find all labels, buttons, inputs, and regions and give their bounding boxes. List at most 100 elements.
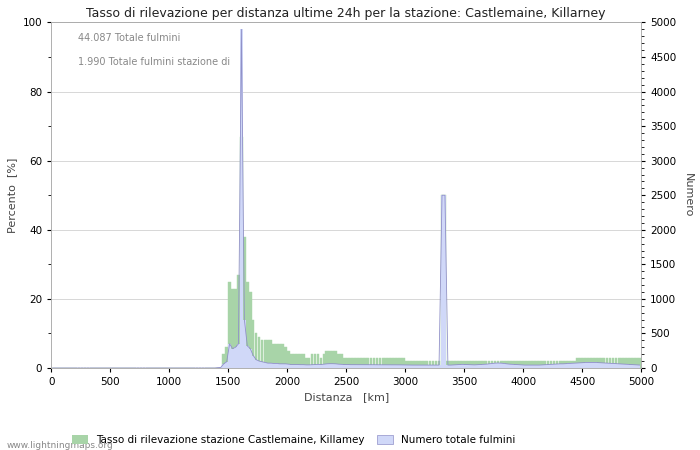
Bar <box>526 361 528 368</box>
Bar <box>626 358 629 368</box>
Bar <box>225 347 228 368</box>
Bar <box>514 361 517 368</box>
Bar <box>591 358 594 368</box>
Bar <box>364 358 367 368</box>
Bar <box>588 358 591 368</box>
Bar <box>279 344 281 368</box>
Bar <box>311 354 314 368</box>
Bar <box>316 354 319 368</box>
Bar <box>248 292 251 368</box>
Bar <box>556 361 559 368</box>
Bar <box>538 361 540 368</box>
Bar <box>482 361 484 368</box>
Bar <box>632 358 635 368</box>
Bar <box>508 361 511 368</box>
Bar <box>564 361 567 368</box>
Text: www.lightningmaps.org: www.lightningmaps.org <box>7 441 113 450</box>
Bar <box>314 354 316 368</box>
Bar <box>423 361 426 368</box>
Bar <box>391 358 393 368</box>
Bar <box>559 361 561 368</box>
Bar <box>609 358 611 368</box>
Bar <box>335 351 337 368</box>
Bar <box>337 354 340 368</box>
Bar <box>615 358 617 368</box>
Bar <box>379 358 382 368</box>
Bar <box>517 361 520 368</box>
Bar <box>544 361 547 368</box>
Bar <box>520 361 523 368</box>
Bar <box>263 340 266 368</box>
Bar <box>299 354 302 368</box>
Bar <box>624 358 626 368</box>
Bar <box>568 361 570 368</box>
Bar <box>435 361 438 368</box>
Bar <box>452 361 455 368</box>
X-axis label: Distanza   [km]: Distanza [km] <box>304 392 389 403</box>
Bar <box>346 358 349 368</box>
Bar <box>414 361 416 368</box>
Bar <box>617 358 620 368</box>
Bar <box>405 361 408 368</box>
Bar <box>372 358 375 368</box>
Bar <box>620 358 623 368</box>
Bar <box>485 361 487 368</box>
Bar <box>547 361 550 368</box>
Bar <box>361 358 363 368</box>
Bar <box>594 358 596 368</box>
Bar <box>255 333 258 368</box>
Bar <box>287 351 290 368</box>
Bar <box>426 361 428 368</box>
Bar <box>408 361 411 368</box>
Text: 44.087 Totale fulmini: 44.087 Totale fulmini <box>78 33 180 43</box>
Bar <box>532 361 535 368</box>
Bar <box>470 361 473 368</box>
Bar <box>270 340 272 368</box>
Bar <box>597 358 600 368</box>
Bar <box>479 361 482 368</box>
Bar <box>573 361 576 368</box>
Bar <box>399 358 402 368</box>
Bar <box>606 358 608 368</box>
Bar <box>612 358 615 368</box>
Bar <box>444 195 446 368</box>
Bar <box>411 361 414 368</box>
Bar <box>328 351 331 368</box>
Bar <box>491 361 494 368</box>
Bar <box>467 361 470 368</box>
Bar <box>428 361 431 368</box>
Bar <box>579 358 582 368</box>
Bar <box>505 361 508 368</box>
Bar <box>267 340 270 368</box>
Bar <box>240 136 243 368</box>
Bar <box>449 361 452 368</box>
Bar <box>440 195 443 368</box>
Bar <box>635 358 638 368</box>
Bar <box>308 358 311 368</box>
Bar <box>243 237 246 368</box>
Bar <box>638 358 641 368</box>
Bar <box>352 358 355 368</box>
Bar <box>476 361 479 368</box>
Bar <box>458 361 461 368</box>
Bar <box>355 358 358 368</box>
Bar <box>370 358 372 368</box>
Bar <box>349 358 352 368</box>
Bar <box>461 361 464 368</box>
Bar <box>222 354 225 368</box>
Bar <box>231 288 234 368</box>
Bar <box>340 354 343 368</box>
Bar <box>629 358 632 368</box>
Bar <box>488 361 491 368</box>
Bar <box>393 358 396 368</box>
Legend: Tasso di rilevazione stazione Castlemaine, Killamey, Numero totale fulmini: Tasso di rilevazione stazione Castlemain… <box>72 435 516 445</box>
Bar <box>500 361 502 368</box>
Bar <box>302 354 304 368</box>
Bar <box>432 361 435 368</box>
Bar <box>376 358 378 368</box>
Bar <box>252 320 255 368</box>
Y-axis label: Percento  [%]: Percento [%] <box>7 158 17 233</box>
Text: 1.990 Totale fulmini stazione di: 1.990 Totale fulmini stazione di <box>78 57 230 67</box>
Bar <box>367 358 370 368</box>
Bar <box>246 282 248 368</box>
